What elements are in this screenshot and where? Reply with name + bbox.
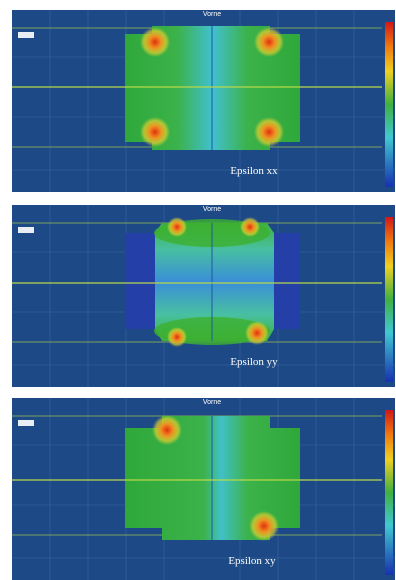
panel-header: Vorne xyxy=(203,206,221,213)
panel: Vorne Epsilon yy xyxy=(11,204,396,388)
panel-header: Vorne xyxy=(203,11,221,18)
panel: Vorne Epsilon xy xyxy=(11,397,396,580)
panel-label: Epsilon xy xyxy=(228,555,276,567)
panel: Vorne Epsilon xx xyxy=(11,9,396,193)
panel-label: Epsilon yy xyxy=(230,356,278,368)
panel-label: Epsilon xx xyxy=(230,165,278,177)
panel-header: Vorne xyxy=(203,399,221,406)
